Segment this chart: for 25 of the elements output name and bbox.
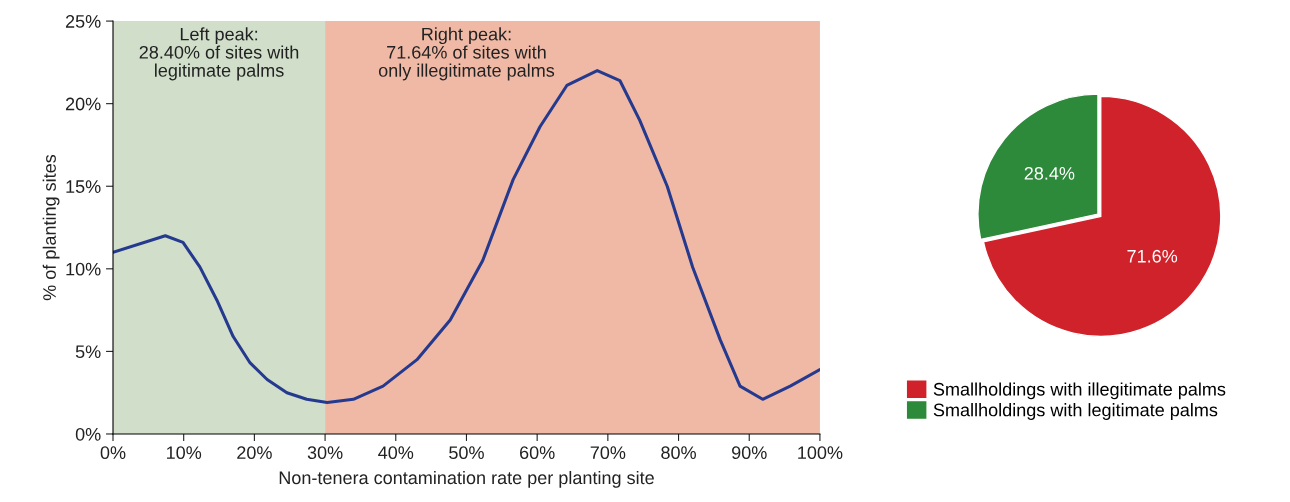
y-tick-label: 15% xyxy=(66,180,101,193)
band-label: Right peak: 71.64% of sites with only illegitimate palms xyxy=(378,27,555,81)
data-label: 71.6% xyxy=(1127,249,1178,263)
x-tick-label: 30% xyxy=(307,446,343,460)
x-tick-label: 100% xyxy=(798,446,843,460)
y-axis-title: % of planting sites xyxy=(42,154,60,301)
y-tick-label: 20% xyxy=(65,97,101,111)
x-tick-label: 40% xyxy=(378,446,414,460)
legend-label: Smallholdings with legitimate palms xyxy=(933,403,1218,420)
band-label: Left peak: 28.40% of sites with legitimate palms xyxy=(139,27,299,81)
data-label: 28.4% xyxy=(1024,166,1075,180)
y-tick-label: 25% xyxy=(65,15,101,28)
y-tick-label: 0% xyxy=(75,427,101,441)
x-tick-label: 70% xyxy=(590,446,626,460)
x-tick-label: 80% xyxy=(661,446,696,460)
x-tick-label: 0% xyxy=(100,446,126,460)
y-tick-label: 10% xyxy=(66,262,101,276)
x-tick-label: 60% xyxy=(520,446,555,460)
legend-label: Smallholdings with illegitimate palms xyxy=(933,382,1226,400)
x-tick-label: 90% xyxy=(732,446,767,460)
y-tick-label: 5% xyxy=(75,345,101,359)
x-tick-label: 10% xyxy=(167,446,202,460)
x-tick-label: 20% xyxy=(237,446,272,460)
x-tick-label: 50% xyxy=(449,446,484,460)
x-axis-title: Non-tenera contamination rate per planting site xyxy=(279,470,654,488)
